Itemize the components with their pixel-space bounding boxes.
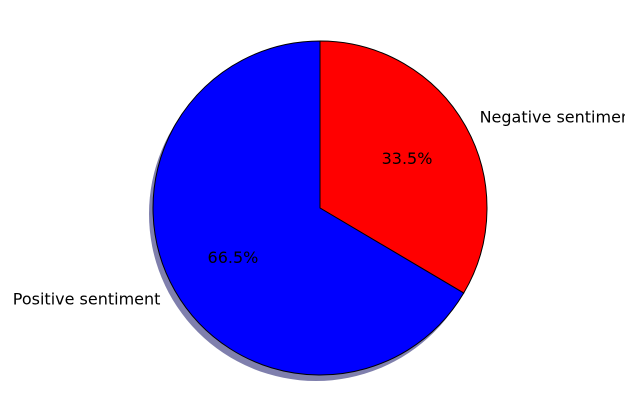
pie-slice-negative-sentiment	[319, 40, 488, 294]
pie-slice-positive-sentiment	[152, 40, 465, 376]
slice-percent-label: 66.5%	[208, 248, 259, 267]
slice-category-label: Positive sentiment	[13, 290, 161, 309]
slice-category-label: Negative sentiment	[480, 107, 625, 126]
labels-layer: 33.5% Negative sentiment 66.5% Positive sen…	[13, 107, 625, 308]
slice-percent-label: 33.5%	[382, 149, 433, 168]
slices-layer	[152, 40, 488, 376]
